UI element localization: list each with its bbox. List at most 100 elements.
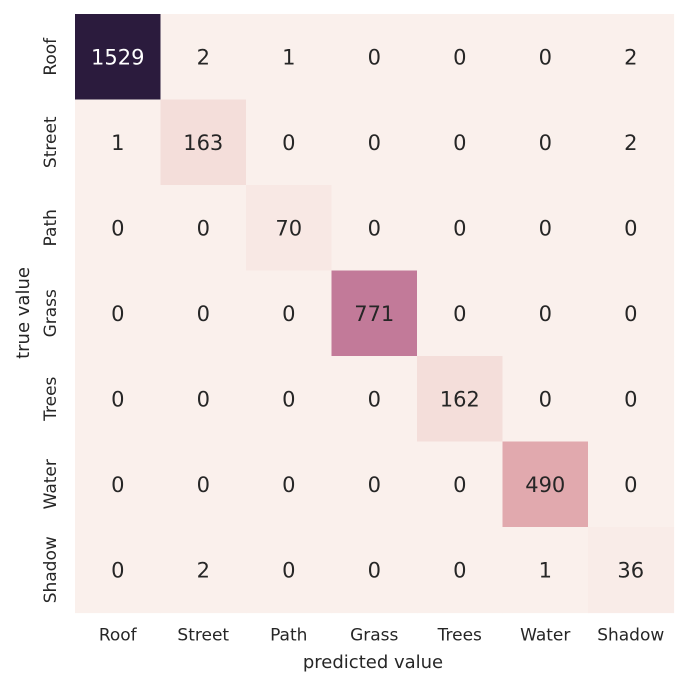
cell-value-label: 0 [453, 216, 466, 240]
heatmap-cell [417, 356, 504, 443]
cell-value-label: 0 [368, 216, 381, 240]
heatmap-cell [588, 14, 675, 101]
x-tick-label: Roof [99, 626, 138, 646]
x-tick-label: Water [520, 626, 570, 646]
cell-value-label: 0 [539, 45, 552, 69]
heatmap-cell [502, 14, 589, 101]
heatmap-cell [75, 99, 162, 186]
cell-value-label: 1 [282, 45, 295, 69]
cell-annotations: 1529 2 1 0 0 0 2 1 163 0 0 0 0 2 0 0 70 0 0 0 0 0 0 0 771 0 0 0 0 0 0 0… [91, 45, 644, 582]
heatmap-cell [331, 185, 418, 272]
cell-value-label: 0 [111, 558, 124, 582]
x-axis-label: predicted value [303, 652, 443, 673]
heatmap-cell [246, 356, 333, 443]
heatmap-cell [331, 14, 418, 101]
heatmap-cell [588, 527, 675, 614]
cell-value-label: 70 [275, 216, 302, 240]
y-tick-label: Water [41, 459, 61, 509]
cell-value-label: 0 [624, 473, 637, 497]
cell-value-label: 0 [624, 216, 637, 240]
heatmap-cell [75, 356, 162, 443]
cell-value-label: 771 [354, 302, 394, 326]
cell-value-label: 0 [282, 558, 295, 582]
heatmap-cell [75, 14, 162, 101]
cell-value-label: 0 [282, 387, 295, 411]
heatmap-cell [417, 441, 504, 528]
heatmap-cell [502, 270, 589, 357]
heatmap-cell [502, 527, 589, 614]
heatmap-cell [160, 527, 247, 614]
heatmap-cell [160, 270, 247, 357]
cell-value-label: 0 [282, 131, 295, 155]
heatmap-cell [588, 185, 675, 272]
cell-value-label: 0 [282, 302, 295, 326]
heatmap-cell [502, 356, 589, 443]
cell-value-label: 0 [539, 387, 552, 411]
cell-value-label: 0 [368, 131, 381, 155]
x-tick-label: Path [270, 626, 307, 646]
heatmap-cell [246, 14, 333, 101]
cell-value-label: 0 [111, 302, 124, 326]
heatmap-cell [588, 270, 675, 357]
cell-value-label: 0 [453, 45, 466, 69]
heatmap-cell [246, 527, 333, 614]
heatmap-cell [588, 356, 675, 443]
cell-value-label: 0 [368, 45, 381, 69]
heatmap-cell [502, 185, 589, 272]
cell-value-label: 0 [453, 558, 466, 582]
cell-value-label: 2 [197, 45, 210, 69]
cell-value-label: 2 [624, 131, 637, 155]
cell-value-label: 0 [453, 473, 466, 497]
cell-value-label: 1 [539, 558, 552, 582]
heatmap-cell [160, 14, 247, 101]
heatmap-cell [331, 270, 418, 357]
y-tick-label: Street [41, 116, 61, 168]
heatmap-cell [331, 527, 418, 614]
x-tick-label: Grass [350, 626, 398, 646]
heatmap-cell [160, 356, 247, 443]
cell-value-label: 0 [539, 216, 552, 240]
cell-value-label: 2 [197, 558, 210, 582]
cell-value-label: 0 [197, 473, 210, 497]
heatmap-cell [417, 270, 504, 357]
heatmap-cell [246, 185, 333, 272]
x-axis-tick-labels: Roof Street Path Grass Trees Water Shadow [99, 626, 665, 646]
cell-value-label: 0 [111, 473, 124, 497]
heatmap-cell [588, 99, 675, 186]
heatmap-cell [160, 185, 247, 272]
y-tick-label: Roof [41, 37, 61, 76]
heatmap-cell [246, 99, 333, 186]
cell-value-label: 0 [282, 473, 295, 497]
cell-value-label: 0 [624, 302, 637, 326]
heatmap-cell [246, 270, 333, 357]
cell-value-label: 163 [183, 131, 223, 155]
heatmap-cell [417, 527, 504, 614]
y-tick-label: Path [41, 209, 61, 246]
heatmap-cell [331, 441, 418, 528]
cell-value-label: 490 [525, 473, 565, 497]
heatmap-cell [331, 99, 418, 186]
y-axis-label: true value [13, 267, 34, 359]
cell-value-label: 0 [453, 302, 466, 326]
cell-value-label: 0 [197, 302, 210, 326]
heatmap-cell [246, 441, 333, 528]
heatmap-cell [160, 441, 247, 528]
heatmap-cell [75, 441, 162, 528]
heatmap-cell [588, 441, 675, 528]
cell-value-label: 0 [111, 216, 124, 240]
cell-value-label: 0 [453, 131, 466, 155]
cell-value-label: 0 [368, 473, 381, 497]
cell-value-label: 0 [368, 558, 381, 582]
x-tick-label: Shadow [597, 626, 664, 646]
heatmap-cell [417, 185, 504, 272]
y-tick-label: Grass [41, 289, 61, 337]
heatmap-cell [502, 99, 589, 186]
cell-value-label: 1529 [91, 45, 144, 69]
heatmap-cell [417, 14, 504, 101]
heatmap-cell [75, 270, 162, 357]
cell-value-label: 162 [440, 387, 480, 411]
cell-value-label: 0 [624, 387, 637, 411]
heatmap-cell [502, 441, 589, 528]
heatmap-cell [417, 99, 504, 186]
heatmap-cell [160, 99, 247, 186]
